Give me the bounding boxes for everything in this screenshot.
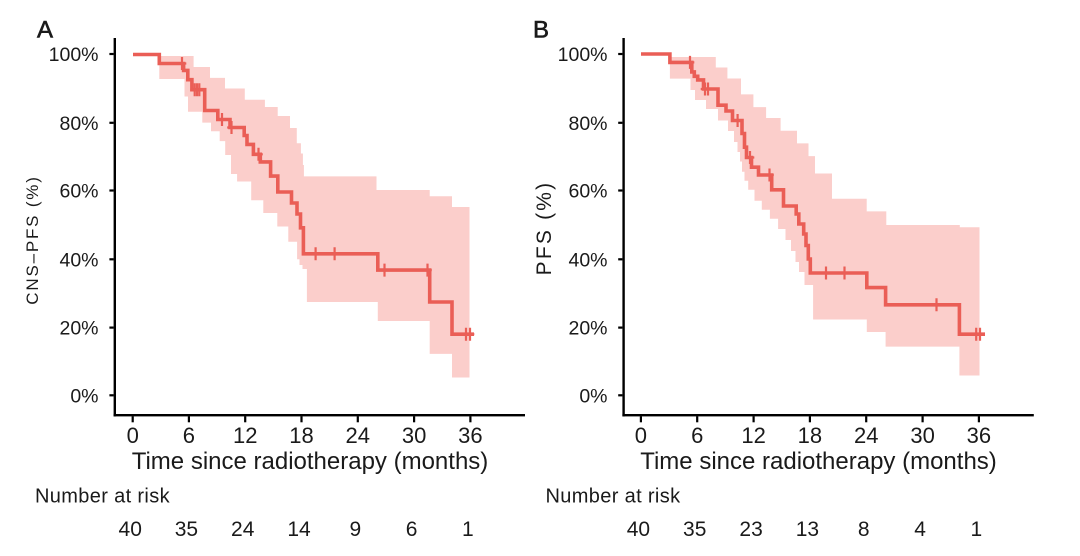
svg-text:24: 24 (231, 518, 255, 541)
svg-text:Time since radiotherapy (month: Time since radiotherapy (months) (640, 448, 997, 475)
svg-text:0%: 0% (70, 385, 98, 407)
svg-text:1: 1 (462, 518, 474, 541)
svg-text:18: 18 (289, 423, 313, 448)
svg-text:100%: 100% (558, 44, 608, 66)
svg-text:14: 14 (287, 518, 311, 541)
svg-text:60%: 60% (568, 181, 607, 203)
svg-text:30: 30 (402, 423, 426, 448)
svg-text:12: 12 (233, 423, 257, 448)
svg-text:CNS–PFS (%): CNS–PFS (%) (23, 175, 42, 304)
svg-text:20%: 20% (568, 318, 607, 340)
svg-text:B: B (533, 17, 549, 44)
svg-text:0: 0 (127, 423, 139, 448)
svg-text:80%: 80% (59, 113, 98, 135)
svg-text:40: 40 (119, 518, 142, 541)
svg-text:8: 8 (858, 518, 870, 541)
svg-text:18: 18 (798, 423, 822, 448)
svg-text:Time since radiotherapy (month: Time since radiotherapy (months) (132, 448, 489, 475)
svg-text:Number at risk: Number at risk (546, 486, 682, 508)
svg-text:80%: 80% (568, 113, 607, 135)
svg-text:100%: 100% (49, 44, 99, 66)
svg-text:24: 24 (854, 423, 878, 448)
svg-text:36: 36 (967, 423, 991, 448)
svg-text:40%: 40% (568, 249, 607, 271)
svg-text:13: 13 (796, 518, 819, 541)
svg-text:6: 6 (406, 518, 418, 541)
svg-text:12: 12 (741, 423, 765, 448)
svg-text:40%: 40% (59, 249, 98, 271)
svg-text:30: 30 (910, 423, 934, 448)
svg-text:6: 6 (183, 423, 195, 448)
svg-text:6: 6 (691, 423, 703, 448)
svg-text:0: 0 (635, 423, 647, 448)
svg-text:4: 4 (914, 518, 926, 541)
svg-text:0%: 0% (579, 385, 607, 407)
svg-text:36: 36 (458, 423, 482, 448)
svg-text:PFS (%): PFS (%) (533, 181, 556, 276)
svg-text:40: 40 (627, 518, 650, 541)
svg-text:Number at risk: Number at risk (35, 486, 171, 508)
svg-text:24: 24 (346, 423, 370, 448)
svg-text:60%: 60% (59, 181, 98, 203)
svg-text:35: 35 (683, 518, 706, 541)
svg-text:1: 1 (971, 518, 983, 541)
svg-text:35: 35 (175, 518, 198, 541)
svg-text:20%: 20% (59, 318, 98, 340)
svg-text:23: 23 (739, 518, 762, 541)
svg-text:9: 9 (349, 518, 361, 541)
svg-text:A: A (37, 17, 53, 44)
